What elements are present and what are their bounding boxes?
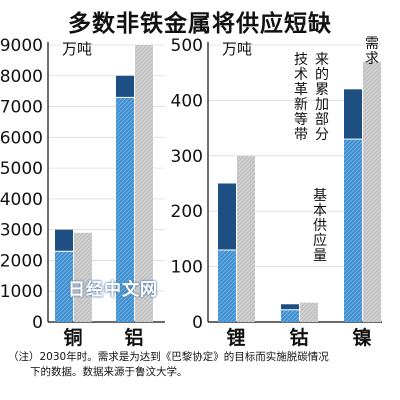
- demand-bar: [74, 232, 92, 322]
- y-tick-label: 200: [171, 202, 203, 222]
- y-tick-label: 6000: [0, 128, 43, 148]
- category-label: 镍: [352, 326, 371, 349]
- addition-bar: [344, 89, 362, 140]
- addition-bar: [116, 75, 134, 98]
- category-label: 钴: [289, 326, 308, 349]
- addition-bar: [55, 229, 73, 252]
- footnote-line-2: 下的数据。数据来源于鲁汶大学。: [30, 366, 188, 378]
- category-label: 锂: [226, 326, 245, 349]
- demand-bar: [237, 155, 255, 322]
- y-tick-label: 2000: [0, 251, 43, 271]
- addition-bar: [281, 304, 299, 310]
- base-supply-bar: [218, 249, 236, 322]
- base-supply-bar: [116, 97, 134, 322]
- y-tick-label: 9000: [0, 36, 43, 56]
- annotation-demand: 需求: [365, 36, 379, 67]
- y-tick-label: 400: [171, 91, 203, 111]
- base-supply-bar: [55, 251, 73, 322]
- annotation-addition-col-1: 技术革新等带: [294, 52, 308, 143]
- y-tick-label: 5000: [0, 159, 43, 179]
- y-tick-label: 500: [171, 36, 203, 56]
- footnote: （注）2030年时。需求是为达到《巴黎协定》的目标而实施脱碳情况 下的数据。数据…: [8, 350, 394, 380]
- base-supply-bar: [344, 139, 362, 322]
- base-supply-bar: [281, 309, 299, 322]
- chart-title: 多数非铁金属将供应短缺: [68, 11, 332, 37]
- y-tick-label: 4000: [0, 190, 43, 210]
- demand-bar: [300, 302, 318, 322]
- y-tick-label: 1000: [0, 282, 43, 302]
- annotation-base: 基本供应量: [313, 187, 327, 264]
- unit-label: 万吨: [62, 40, 92, 58]
- addition-bar: [218, 183, 236, 250]
- y-tick-label: 300: [171, 147, 203, 167]
- y-tick-label: 0: [32, 313, 43, 333]
- category-label: 铝: [124, 326, 143, 349]
- y-tick-label: 0: [192, 313, 203, 333]
- y-tick-label: 8000: [0, 67, 43, 87]
- watermark: 日经中文网: [68, 280, 158, 300]
- demand-bar: [135, 45, 153, 322]
- demand-bar: [363, 61, 381, 323]
- footnote-line-1: （注）2030年时。需求是为达到《巴黎协定》的目标而实施脱碳情况: [8, 351, 329, 363]
- y-tick-label: 3000: [0, 221, 43, 241]
- y-tick-label: 100: [171, 258, 203, 278]
- category-label: 铜: [63, 326, 82, 349]
- annotation-addition-col-2: 来的累加部分: [315, 52, 329, 143]
- y-tick-label: 7000: [0, 98, 43, 118]
- unit-label: 万吨: [222, 40, 252, 58]
